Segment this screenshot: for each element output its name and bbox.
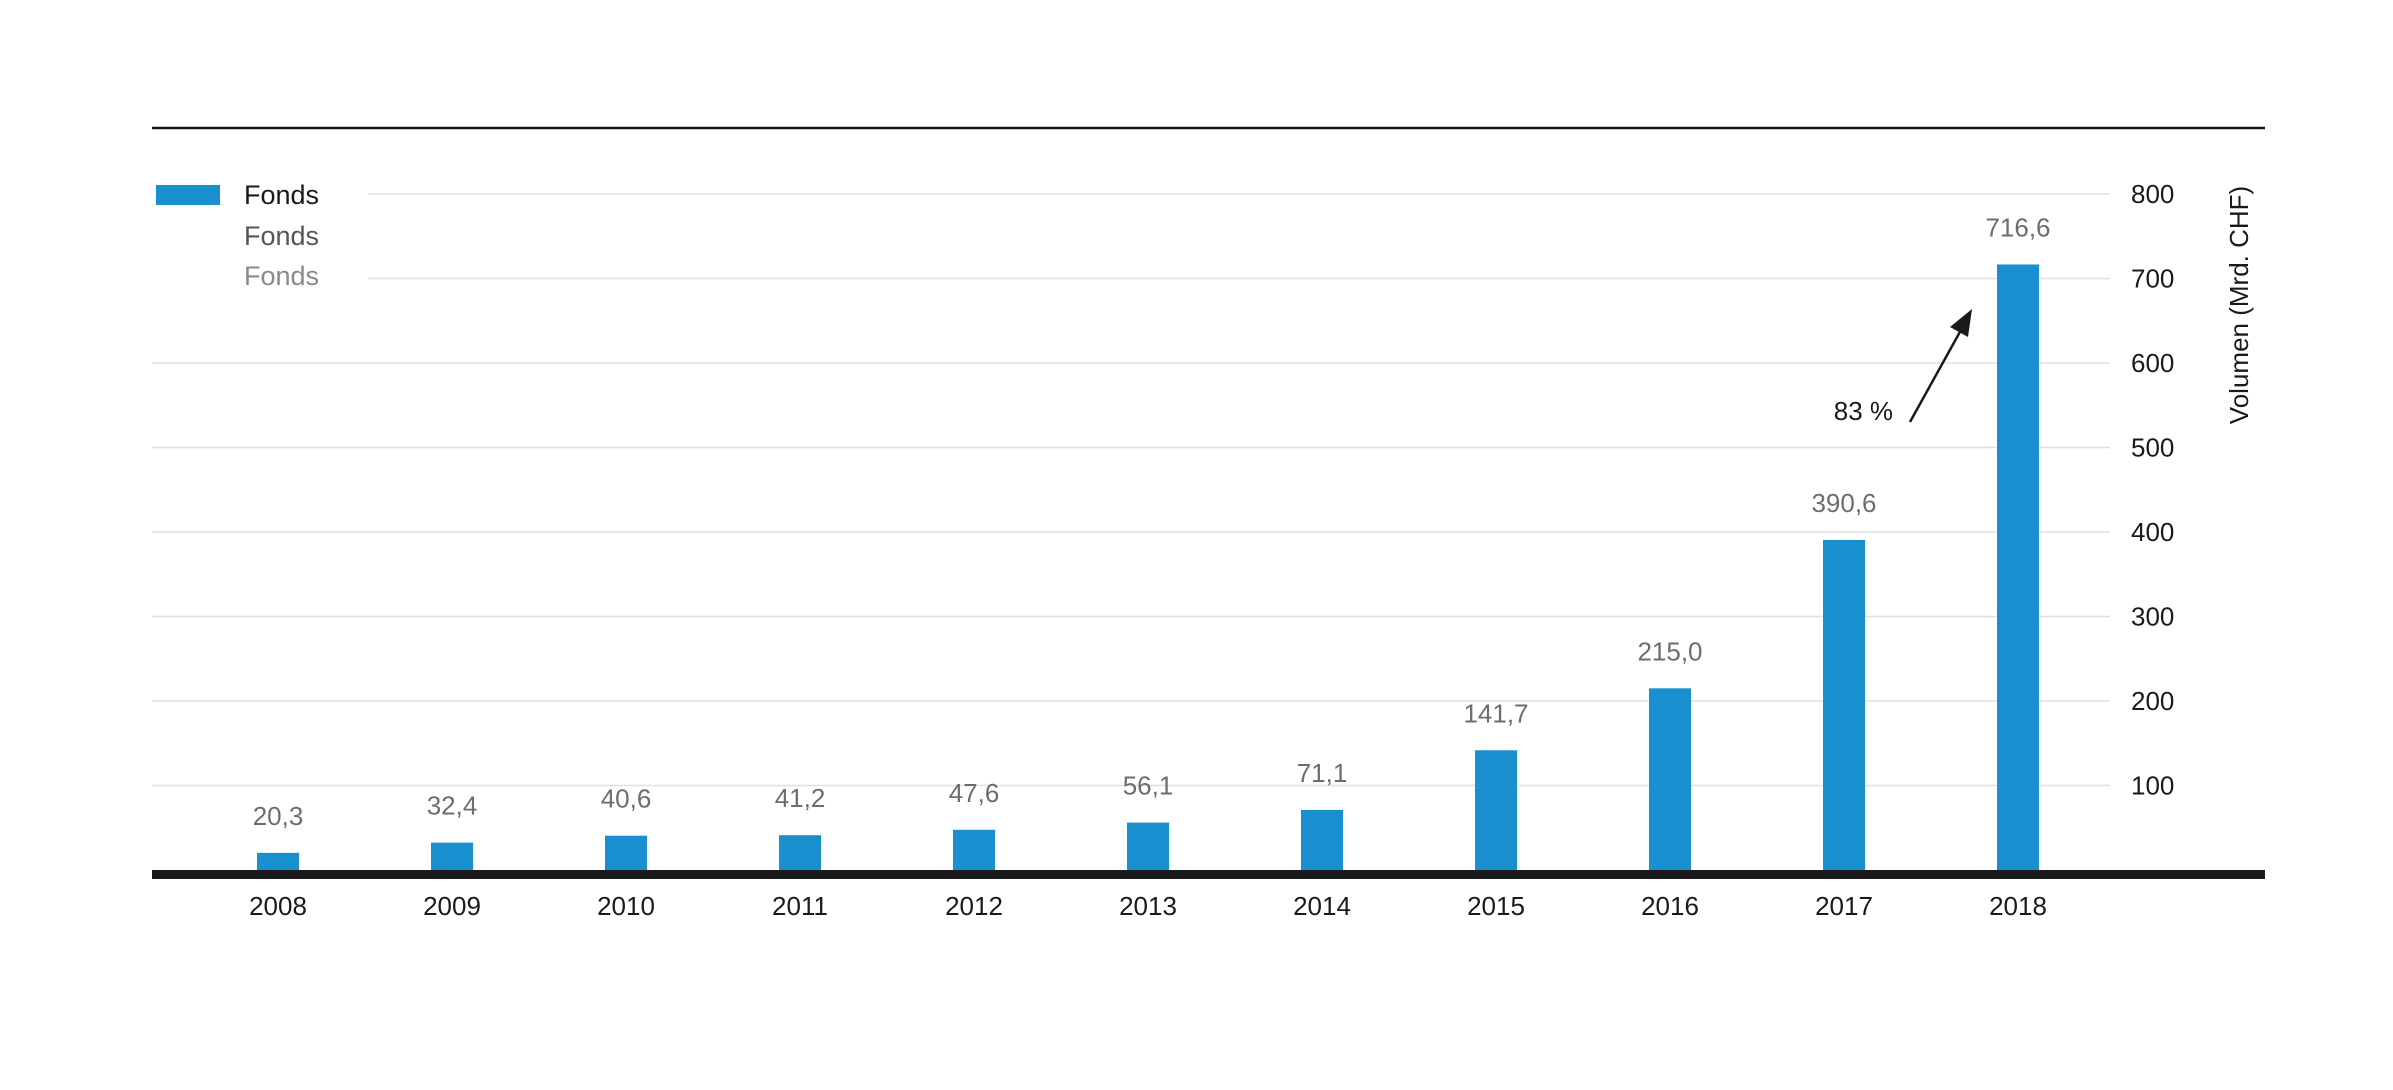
bar-2017 bbox=[1823, 539, 1865, 870]
value-label-2016: 215,0 bbox=[1637, 636, 1702, 666]
value-label-2017: 390,6 bbox=[1811, 488, 1876, 518]
legend-label-tertiary: Fonds bbox=[244, 261, 319, 291]
legend-swatch bbox=[156, 185, 220, 205]
bar-2011 bbox=[779, 835, 821, 870]
x-tick-label-2015: 2015 bbox=[1467, 891, 1525, 921]
x-tick-label-2018: 2018 bbox=[1989, 891, 2047, 921]
value-label-2013: 56,1 bbox=[1123, 771, 1174, 801]
bar-2012 bbox=[953, 829, 995, 870]
x-tick-label-2009: 2009 bbox=[423, 891, 481, 921]
value-label-2014: 71,1 bbox=[1297, 758, 1348, 788]
value-label-2010: 40,6 bbox=[601, 784, 652, 814]
value-label-2009: 32,4 bbox=[427, 791, 478, 821]
legend: Fonds Fonds Fonds bbox=[156, 180, 319, 291]
bar-2008 bbox=[257, 852, 299, 870]
bar-2018 bbox=[1997, 264, 2039, 870]
x-tick-label-2008: 2008 bbox=[249, 891, 307, 921]
x-tick-label-2016: 2016 bbox=[1641, 891, 1699, 921]
bar-2015 bbox=[1475, 750, 1517, 870]
y-axis-ticks: 100 200 300 400 500 600 700 800 bbox=[2131, 179, 2174, 801]
legend-label-secondary: Fonds bbox=[244, 221, 319, 251]
value-label-2018: 716,6 bbox=[1985, 212, 2050, 242]
growth-arrow-head bbox=[1950, 309, 1972, 337]
y-tick-label: 400 bbox=[2131, 517, 2174, 547]
y-tick-label: 500 bbox=[2131, 433, 2174, 463]
growth-arrow-line bbox=[1908, 329, 1963, 423]
x-tick-label-2013: 2013 bbox=[1119, 891, 1177, 921]
legend-label-primary: Fonds bbox=[244, 180, 319, 210]
y-tick-label: 800 bbox=[2131, 179, 2174, 209]
x-tick-label-2017: 2017 bbox=[1815, 891, 1873, 921]
x-axis-ticks: 2008 2009 2010 2011 2012 2013 2014 2015 2016 2017… bbox=[249, 891, 2047, 921]
y-tick-label: 600 bbox=[2131, 348, 2174, 378]
y-tick-label: 200 bbox=[2131, 686, 2174, 716]
bar-2014 bbox=[1301, 809, 1343, 870]
bar-2013 bbox=[1127, 822, 1169, 870]
x-tick-label-2011: 2011 bbox=[772, 891, 828, 921]
x-tick-label-2010: 2010 bbox=[597, 891, 655, 921]
bar-2016 bbox=[1649, 688, 1691, 870]
y-tick-label: 300 bbox=[2131, 602, 2174, 632]
growth-annotation: 83 % bbox=[1834, 309, 1972, 426]
y-axis-title: Volumen (Mrd. CHF) bbox=[2224, 186, 2254, 424]
y-tick-label: 700 bbox=[2131, 264, 2174, 294]
x-tick-label-2012: 2012 bbox=[945, 891, 1003, 921]
grid-lines bbox=[152, 193, 2110, 787]
y-tick-label: 100 bbox=[2131, 771, 2174, 801]
x-axis-baseline bbox=[152, 870, 2265, 879]
value-label-2011: 41,2 bbox=[775, 783, 826, 813]
value-label-2008: 20,3 bbox=[253, 801, 304, 831]
bar-2010 bbox=[605, 835, 647, 870]
x-tick-label-2014: 2014 bbox=[1293, 891, 1351, 921]
growth-annotation-text: 83 % bbox=[1834, 396, 1893, 426]
value-labels: 20,3 32,4 40,6 41,2 47,6 56,1 71,1 141,7 215,0 39… bbox=[253, 212, 2051, 830]
bars bbox=[257, 264, 2039, 870]
value-label-2012: 47,6 bbox=[949, 778, 1000, 808]
bar-2009 bbox=[431, 842, 473, 870]
value-label-2015: 141,7 bbox=[1463, 698, 1528, 728]
